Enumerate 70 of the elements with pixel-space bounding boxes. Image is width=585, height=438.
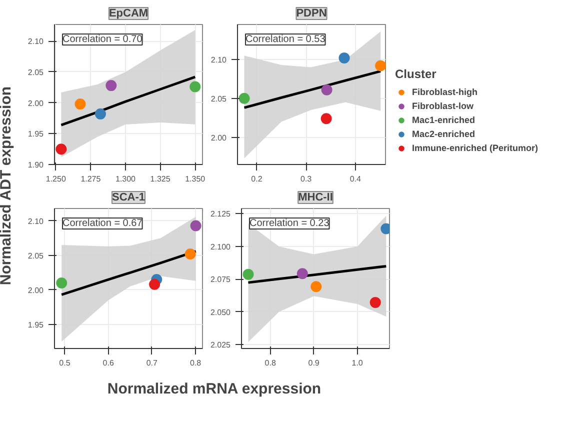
annotation: Correlation = 0.23 [250, 218, 330, 229]
x-tick-label: 0.2 [251, 174, 263, 184]
point [375, 60, 386, 72]
x-tick-label: 0.4 [350, 174, 362, 184]
line-series [60, 250, 198, 296]
point [296, 268, 308, 280]
point [184, 248, 196, 260]
point [380, 223, 390, 234]
annotation: Correlation = 0.70 [62, 34, 143, 45]
point [74, 98, 86, 110]
x-tick-label: 0.3 [300, 174, 312, 184]
chart-title: SCA-1 [112, 192, 146, 204]
legend-label: Fibroblast-low [412, 100, 474, 112]
y-tick-label: 2.00 [28, 98, 44, 108]
point [338, 52, 350, 64]
y-tick-label: 2.00 [28, 286, 44, 295]
x-tick-label: 1.0 [352, 358, 364, 368]
x-tick-label: 1.325 [150, 174, 171, 184]
line-series [60, 76, 196, 126]
point [149, 278, 160, 290]
x-tick-label: 0.8 [190, 358, 202, 368]
x-tick-label: 0.8 [264, 358, 276, 368]
chart-title: MHC-II [298, 192, 333, 204]
y-tick-label: 2.10 [28, 216, 44, 226]
line-series [246, 264, 388, 284]
y-tick-label: 2.10 [210, 56, 228, 64]
point [370, 296, 381, 308]
y-tick-label: 2.10 [28, 37, 44, 46]
point [310, 281, 322, 292]
legend-label: Fibroblast-high [412, 86, 478, 98]
point [56, 144, 67, 155]
x-tick-label: 0.9 [308, 358, 320, 368]
x-tick-label: 0.6 [102, 358, 114, 368]
y-tick-label: 1.95 [28, 320, 44, 330]
x-axis-title: Normalized mRNA expression [107, 380, 322, 398]
y-tick-label: 2.125 [210, 210, 232, 219]
x-tick-label: 1.275 [80, 174, 102, 184]
x-tick-label: 1.300 [115, 174, 136, 184]
chart-title: PDPN [296, 8, 327, 20]
point [242, 268, 254, 280]
x-tick-label: 1.250 [46, 174, 66, 184]
legend-title: Cluster [395, 67, 438, 81]
legend-label: Mac2-enriched [412, 128, 476, 140]
chart-title: EpCAM [108, 8, 148, 20]
point [190, 81, 201, 92]
annotation: Correlation = 0.67 [62, 218, 143, 229]
y-tick-label: 2.00 [210, 133, 228, 142]
x-tick-label: 1.350 [185, 174, 206, 184]
point [321, 84, 332, 96]
x-tick-label: 0.7 [146, 358, 158, 368]
point [190, 220, 202, 232]
point [56, 277, 68, 288]
y-tick-label: 2.050 [210, 308, 232, 317]
y-tick-label: 2.100 [210, 242, 232, 252]
point [238, 92, 250, 104]
point [106, 80, 117, 92]
y-tick-label: 1.95 [28, 130, 44, 139]
y-tick-label: 2.05 [28, 251, 44, 260]
x-tick-label: 0.5 [59, 358, 71, 368]
y-axis-title: Normalized ADT expression [0, 86, 14, 286]
annotation: Correlation = 0.53 [246, 34, 326, 45]
y-tick-label: 2.05 [210, 94, 228, 104]
point [320, 113, 332, 124]
y-tick-label: 1.90 [28, 160, 44, 170]
legend-label: Mac1-enriched [412, 114, 476, 126]
y-tick-label: 2.05 [28, 68, 44, 77]
y-tick-label: 2.025 [210, 340, 232, 350]
legend-label: Immune-enriched (Peritumor) [412, 142, 538, 154]
y-tick-label: 2.075 [210, 275, 232, 284]
point [94, 108, 106, 120]
